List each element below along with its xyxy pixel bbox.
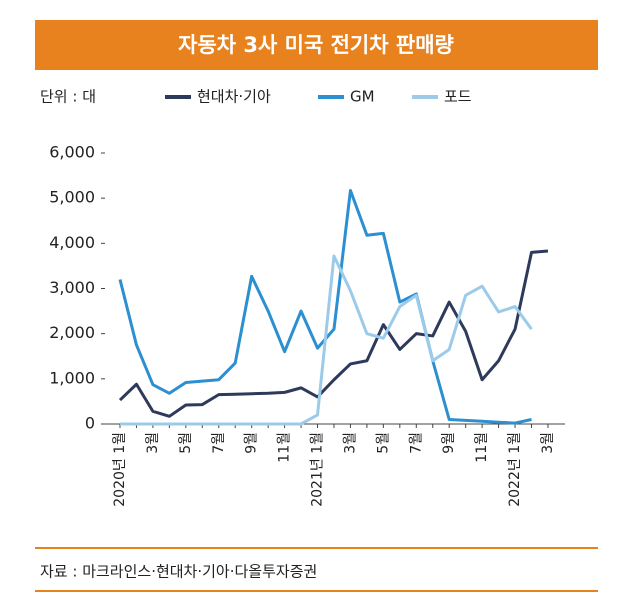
- source: 자료 : 마크라인스·현대차·기아·다올투자증권: [40, 563, 317, 581]
- y-tick-label: 2,000: [49, 323, 95, 342]
- x-tick-label: 11월: [277, 432, 293, 463]
- x-tick-label: 2022년 1월: [507, 432, 523, 507]
- y-tick-label: 1,000: [49, 368, 95, 387]
- x-tick-label: 11월: [474, 432, 490, 463]
- x-tick-label: 7월: [408, 432, 424, 454]
- series-line: [118, 249, 549, 418]
- legend-label: 포드: [444, 88, 472, 106]
- y-tick-label: 6,000: [49, 143, 95, 162]
- x-tick-label: 2020년 1월: [112, 432, 128, 507]
- y-tick-label: 4,000: [49, 233, 95, 252]
- x-tick-label: 7월: [211, 432, 227, 454]
- series-line: [120, 254, 533, 426]
- x-tick-label: 3월: [540, 432, 556, 454]
- x-tick-label: 3월: [145, 432, 161, 454]
- x-tick-label: 9월: [244, 432, 260, 454]
- x-tick-label: 3월: [342, 432, 358, 454]
- x-tick-label: 5월: [375, 432, 391, 454]
- y-tick-label: 3,000: [49, 278, 95, 297]
- x-tick-label: 9월: [441, 432, 457, 454]
- legend-label: GM: [350, 88, 375, 106]
- legend-label: 현대차·기아: [197, 88, 271, 106]
- y-tick-label: 5,000: [49, 188, 95, 207]
- chart-title: 자동차 3사 미국 전기차 판매량: [178, 33, 454, 57]
- x-tick-label: 2021년 1월: [310, 432, 326, 507]
- unit-label: 단위 : 대: [40, 88, 96, 106]
- x-tick-label: 5월: [178, 432, 194, 454]
- y-tick-label: 0: [85, 414, 95, 433]
- title-banner: [35, 20, 598, 70]
